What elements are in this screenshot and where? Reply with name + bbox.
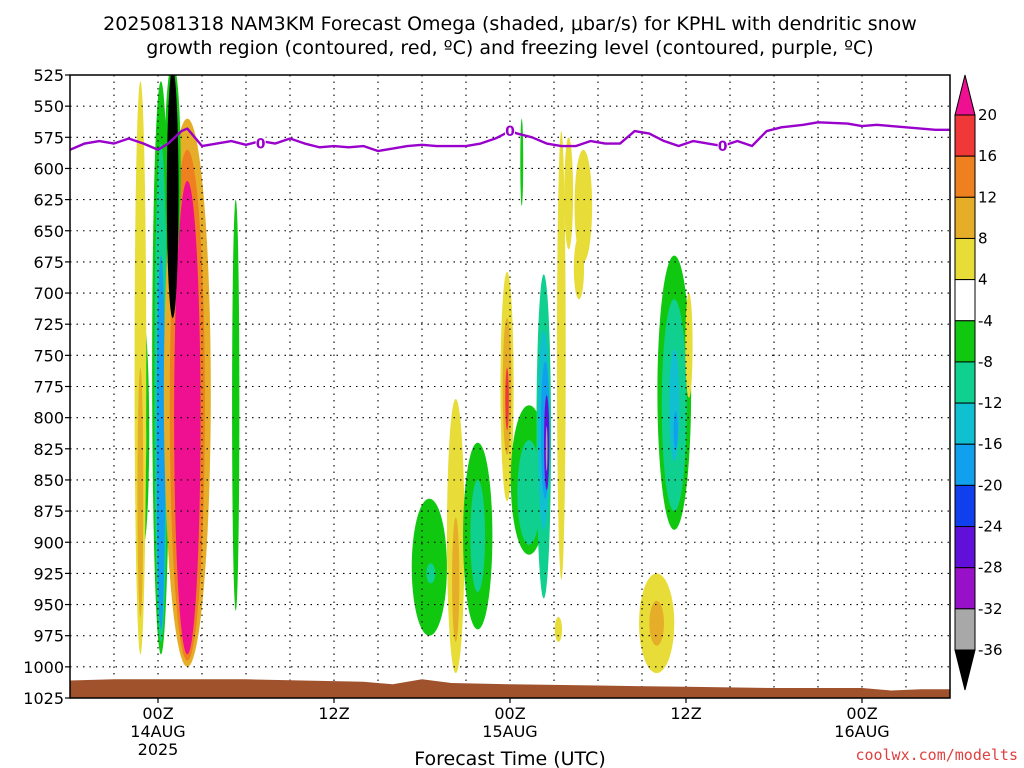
y-tick-label-725: 725 bbox=[33, 315, 64, 334]
x-tick-label-0-1: 14AUG bbox=[130, 722, 185, 741]
colorbar-label-7: -12 bbox=[978, 394, 1003, 412]
colorbar-bottom-triangle bbox=[954, 649, 976, 691]
omega-blob-30 bbox=[520, 118, 524, 206]
colorbar-label-0: 20 bbox=[978, 106, 997, 124]
chart-title-line-1: 2025081318 NAM3KM Forecast Omega (shaded… bbox=[103, 13, 917, 35]
y-tick-label-700: 700 bbox=[33, 284, 64, 303]
x-axis-label: Forecast Time (UTC) bbox=[414, 748, 605, 768]
y-tick-label-1025: 1025 bbox=[23, 689, 64, 708]
omega-blob-22 bbox=[505, 367, 509, 431]
plot-area: 0 0 0 bbox=[69, 74, 951, 699]
y-tick-label-675: 675 bbox=[33, 253, 64, 272]
colorbar-label-3: 8 bbox=[978, 229, 988, 247]
freezing-label-bg-1 bbox=[505, 123, 515, 139]
colorbar-bin-13 bbox=[954, 608, 976, 651]
colorbar-bin-9 bbox=[954, 443, 976, 486]
colorbar-bin-7 bbox=[954, 361, 976, 404]
omega-blob-35 bbox=[573, 236, 585, 300]
colorbar-bin-6 bbox=[954, 320, 976, 363]
y-tick-label-650: 650 bbox=[33, 222, 64, 241]
y-tick-label-525: 525 bbox=[33, 66, 64, 85]
colorbar-label-13: -36 bbox=[978, 641, 1003, 659]
credit-text: coolwx.com/modelts bbox=[855, 746, 1018, 764]
colorbar-top-triangle bbox=[954, 74, 976, 116]
omega-blob-29 bbox=[545, 426, 548, 472]
y-tick-label-825: 825 bbox=[33, 440, 64, 459]
colorbar-bin-11 bbox=[954, 526, 976, 569]
colorbar-label-2: 12 bbox=[978, 188, 997, 206]
x-tick-label-0-0: 00Z bbox=[142, 704, 173, 723]
omega-blob-33 bbox=[564, 137, 574, 250]
y-axis-ticks: 525 550 575 600 625 650 675 700 725 750 775 800 825 8… bbox=[23, 66, 70, 708]
colorbar-bin-3 bbox=[954, 196, 976, 239]
omega-blob-42 bbox=[649, 600, 665, 646]
omega-blob-19 bbox=[470, 479, 486, 593]
y-tick-label-925: 925 bbox=[33, 564, 64, 583]
colorbar-bin-5 bbox=[954, 279, 976, 322]
freezing-level-line bbox=[70, 121, 950, 153]
omega-blob-32 bbox=[554, 617, 563, 642]
omega-blob-15 bbox=[426, 563, 436, 584]
y-tick-label-625: 625 bbox=[33, 191, 64, 210]
colorbar-label-12: -32 bbox=[978, 600, 1003, 618]
colorbar-label-11: -28 bbox=[978, 559, 1003, 577]
colorbar-label-8: -16 bbox=[978, 435, 1003, 453]
colorbar-label-6: -8 bbox=[978, 353, 993, 371]
freezing-label-0: 0 bbox=[256, 137, 266, 153]
y-tick-label-600: 600 bbox=[33, 159, 64, 178]
colorbar-bin-12 bbox=[954, 567, 976, 610]
x-tick-label-2-1: 15AUG bbox=[482, 722, 537, 741]
colorbar-label-10: -24 bbox=[978, 518, 1003, 536]
terrain-area bbox=[70, 679, 950, 698]
omega-blob-38 bbox=[669, 349, 680, 462]
y-tick-label-550: 550 bbox=[33, 97, 64, 116]
colorbar-label-4: 4 bbox=[978, 271, 988, 289]
y-tick-label-750: 750 bbox=[33, 346, 64, 365]
omega-blob-39 bbox=[673, 411, 678, 449]
omega-blob-6 bbox=[156, 255, 166, 630]
colorbar-bin-4 bbox=[954, 237, 976, 281]
colorbar-label-9: -20 bbox=[978, 476, 1003, 494]
y-tick-label-950: 950 bbox=[33, 596, 64, 615]
omega-blob-13 bbox=[232, 199, 240, 611]
omega-blob-3 bbox=[137, 367, 144, 618]
colorbar-label-5: -4 bbox=[978, 312, 993, 330]
freezing-label-bg-2 bbox=[717, 138, 728, 154]
x-tick-label-0-2: 2025 bbox=[138, 740, 179, 759]
x-tick-label-3-0: 12Z bbox=[670, 704, 701, 723]
colorbar-bin-8 bbox=[954, 402, 976, 445]
freezing-label-1: 0 bbox=[505, 124, 515, 140]
y-tick-label-800: 800 bbox=[33, 409, 64, 428]
y-tick-label-1000: 1000 bbox=[23, 658, 64, 677]
colorbar-label-1: 16 bbox=[978, 147, 997, 165]
freezing-label-bg-0 bbox=[255, 135, 266, 151]
y-tick-label-875: 875 bbox=[33, 502, 64, 521]
y-tick-label-975: 975 bbox=[33, 627, 64, 646]
x-tick-label-4-1: 16AUG bbox=[834, 722, 889, 741]
omega-blob-40 bbox=[685, 293, 693, 398]
y-tick-label-775: 775 bbox=[33, 378, 64, 397]
y-tick-label-900: 900 bbox=[33, 533, 64, 552]
freezing-level-layer: 0 0 0 bbox=[70, 121, 950, 155]
omega-blob-24 bbox=[517, 440, 541, 545]
colorbar-bin-10 bbox=[954, 484, 976, 528]
omega-blob-34 bbox=[574, 149, 593, 262]
x-tick-label-2-0: 00Z bbox=[494, 704, 525, 723]
omega-blob-17 bbox=[452, 517, 460, 642]
colorbar-bin-2 bbox=[954, 155, 976, 198]
freezing-label-2: 0 bbox=[718, 139, 728, 155]
terrain-layer bbox=[70, 679, 950, 698]
colorbar-bin-1 bbox=[954, 114, 976, 157]
chart-title-line-2: growth region (contoured, red, ºC) and f… bbox=[146, 37, 873, 59]
colorbar: 20 16 12 8 4 -4 -8 -12 -16 -20 -24 -28 -32 -36 bbox=[954, 74, 1003, 691]
x-tick-label-1-0: 12Z bbox=[318, 704, 349, 723]
x-tick-label-4-0: 00Z bbox=[846, 704, 877, 723]
omega-blob-31 bbox=[556, 131, 566, 580]
y-tick-label-850: 850 bbox=[33, 471, 64, 490]
y-tick-label-575: 575 bbox=[33, 128, 64, 147]
